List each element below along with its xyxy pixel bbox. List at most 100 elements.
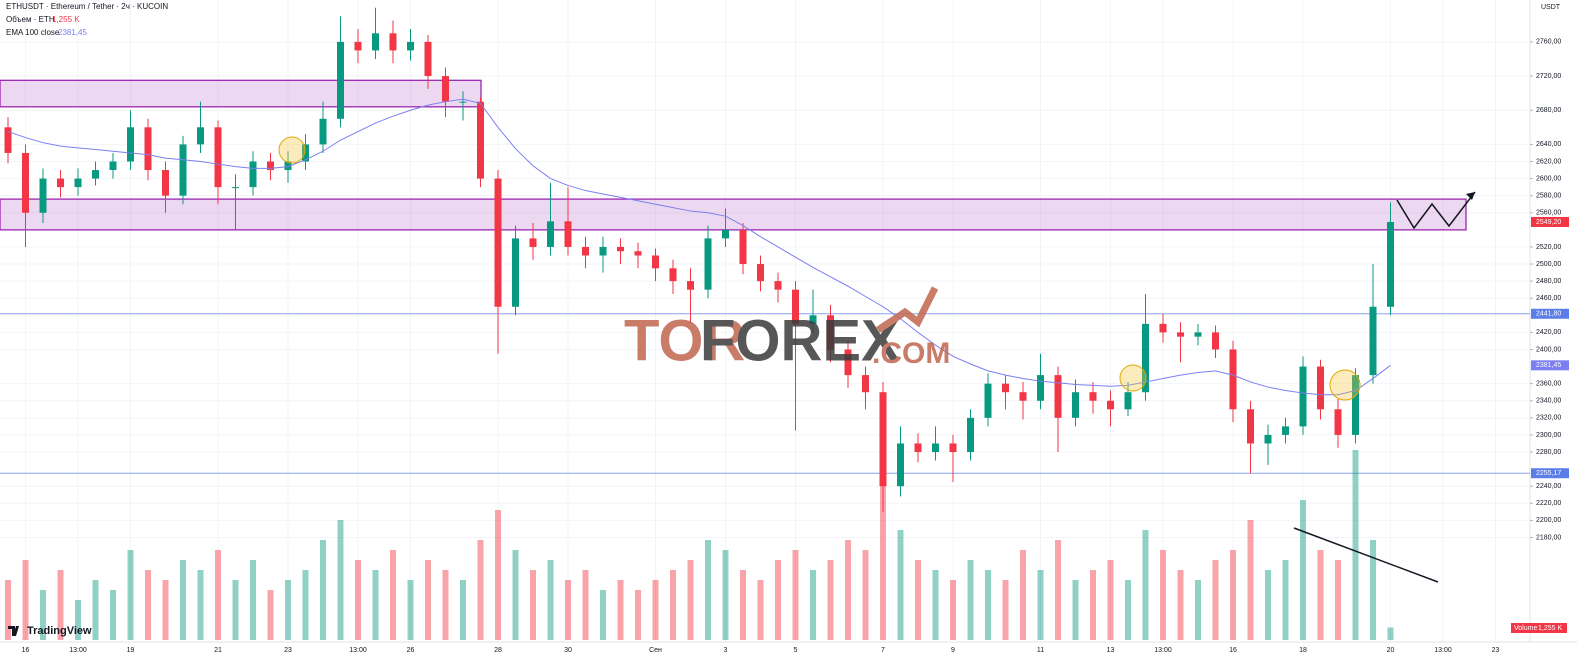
volume-bar [810, 570, 816, 640]
candle-body [424, 41, 432, 77]
candle-body [302, 144, 309, 162]
price-label-box [1531, 308, 1569, 319]
watermark-tor: TOR [624, 308, 745, 373]
volume-bar [1020, 550, 1026, 640]
x-tick-label: 23 [284, 647, 292, 654]
x-tick-label: Сен [649, 647, 662, 654]
candle-body [949, 443, 957, 453]
candle-body [1317, 366, 1324, 410]
volume-legend-value: 1,255 K [52, 15, 80, 24]
y-tick-label: 2480,00 [1536, 278, 1561, 285]
volume-bar [407, 580, 414, 640]
candle-body [214, 127, 222, 188]
candle-body [162, 170, 169, 196]
volume-bar [75, 600, 81, 640]
candle-body [1264, 434, 1272, 444]
y-tick-label: 2180,00 [1536, 534, 1561, 541]
volume-bar [22, 560, 29, 640]
volume-bar [1160, 550, 1166, 640]
candle-body [984, 383, 992, 418]
ema-legend: EMA 100 close [6, 28, 60, 37]
candle-body [1369, 306, 1377, 376]
candle-body [4, 127, 12, 153]
candle-body [774, 281, 782, 290]
x-tick-label: 13:00 [69, 647, 87, 654]
y-tick-label: 2640,00 [1536, 141, 1561, 148]
currency: USDT [1541, 4, 1561, 11]
y-tick-label: 2320,00 [1536, 415, 1561, 422]
volume-bar [320, 540, 326, 640]
volume-bar [687, 560, 694, 640]
highlight-circle [278, 136, 306, 164]
volume-pane [5, 450, 1394, 640]
candle-body [862, 375, 869, 393]
volume-bar [670, 570, 676, 640]
volume-bar [845, 540, 851, 640]
time-axis: 16 13:00 19 21 23 13:00 26 28 30 Сен 3 5 7 9 11 13 13:00… [22, 647, 1500, 654]
candle-body [1194, 332, 1202, 337]
y-tick-label: 2520,00 [1536, 244, 1561, 251]
volume-bar [862, 550, 869, 640]
candle-body [827, 315, 834, 350]
volume-bar [1335, 560, 1341, 640]
y-tick-label: 2280,00 [1536, 449, 1561, 456]
volume-bar [880, 460, 886, 640]
watermark: TOR FOREX .COM [624, 286, 950, 373]
candle-body [1002, 383, 1009, 393]
volume-bar [40, 590, 46, 640]
volume-bar [1265, 570, 1271, 640]
volume-badge-label: Volume [1514, 625, 1537, 632]
y-tick-label: 2760,00 [1536, 39, 1561, 46]
candle-body [1142, 323, 1149, 393]
candle-body [179, 144, 187, 196]
zones [0, 79, 1530, 474]
price-label-box [1531, 216, 1569, 227]
volume-bar [1072, 580, 1079, 640]
x-tick-label: 23 [1492, 647, 1500, 654]
candle-body [669, 268, 677, 282]
candle-body [1334, 409, 1342, 435]
candle-body [337, 41, 344, 119]
candle-body [267, 161, 274, 171]
volume-bar [757, 580, 764, 640]
candle-body [687, 281, 694, 290]
candle-body [1124, 392, 1132, 410]
x-tick-label: 11 [1037, 647, 1044, 654]
candle-body [617, 246, 624, 252]
candle-body [564, 221, 572, 247]
candles [4, 7, 1394, 512]
candle-body [1159, 323, 1167, 333]
volume-bar [1352, 450, 1359, 640]
x-tick-label: 28 [494, 647, 502, 654]
volume-bar [442, 570, 449, 640]
candle-body [739, 229, 747, 265]
volume-bar [1090, 570, 1096, 640]
y-tick-label: 2680,00 [1536, 107, 1561, 114]
volume-bar [110, 590, 116, 640]
candle-body [1387, 221, 1394, 307]
volume-bar [775, 560, 781, 640]
x-tick-label: 16 [22, 647, 30, 654]
candle-body [74, 178, 82, 188]
volume-bar [250, 560, 256, 640]
volume-bar [232, 580, 239, 640]
y-tick-label: 2560,00 [1536, 210, 1561, 217]
y-tick-label: 2300,00 [1536, 432, 1561, 439]
candle-body [1352, 375, 1359, 435]
candle-body [1037, 375, 1044, 401]
x-tick-label: 9 [951, 647, 955, 654]
volume-bar [1282, 560, 1289, 640]
candle-body [932, 443, 939, 453]
y-tick-label: 2360,00 [1536, 381, 1561, 388]
volume-bar [92, 580, 99, 640]
x-tick-label: 13:00 [1154, 647, 1172, 654]
volume-bar [792, 550, 799, 640]
candle-body [722, 229, 729, 239]
brand-logo [8, 626, 19, 636]
price-label: 2381,45 [1536, 362, 1561, 369]
volume-bar [1387, 627, 1394, 640]
candle-body [704, 238, 712, 290]
volume-bar [57, 570, 64, 640]
volume-bar [652, 580, 659, 640]
